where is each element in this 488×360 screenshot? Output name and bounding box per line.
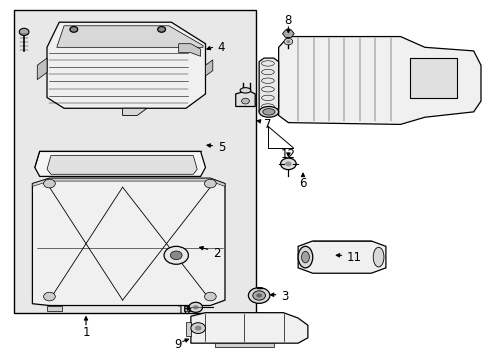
- Text: 1: 1: [82, 326, 90, 339]
- Text: 8: 8: [284, 14, 291, 27]
- Bar: [14, 10, 255, 313]
- Circle shape: [286, 40, 290, 43]
- Circle shape: [284, 39, 292, 45]
- Polygon shape: [278, 37, 480, 125]
- Polygon shape: [47, 306, 61, 311]
- Polygon shape: [37, 58, 47, 80]
- Polygon shape: [32, 178, 224, 186]
- Polygon shape: [282, 30, 294, 37]
- Circle shape: [280, 158, 296, 170]
- Text: 10: 10: [176, 305, 191, 318]
- Text: 5: 5: [217, 141, 224, 154]
- Text: 3: 3: [281, 290, 288, 303]
- Ellipse shape: [262, 109, 274, 115]
- Text: 6: 6: [299, 177, 306, 190]
- Circle shape: [192, 305, 198, 310]
- Polygon shape: [47, 22, 205, 108]
- Ellipse shape: [298, 246, 312, 268]
- Polygon shape: [185, 321, 190, 336]
- Text: 7: 7: [264, 118, 271, 131]
- Polygon shape: [32, 178, 224, 306]
- Circle shape: [252, 291, 265, 300]
- Polygon shape: [215, 343, 273, 347]
- Ellipse shape: [301, 251, 309, 263]
- Circle shape: [194, 325, 201, 330]
- Circle shape: [241, 98, 249, 104]
- Circle shape: [43, 179, 55, 188]
- Circle shape: [188, 302, 202, 312]
- Bar: [409, 58, 456, 98]
- Polygon shape: [183, 306, 198, 311]
- Ellipse shape: [372, 247, 383, 267]
- Polygon shape: [178, 44, 200, 56]
- Polygon shape: [122, 108, 147, 116]
- Circle shape: [158, 27, 165, 32]
- Circle shape: [256, 293, 262, 298]
- Polygon shape: [190, 313, 307, 343]
- Circle shape: [170, 251, 182, 260]
- Text: 12: 12: [280, 148, 295, 161]
- Circle shape: [70, 27, 78, 32]
- Polygon shape: [35, 151, 205, 176]
- Circle shape: [285, 161, 291, 166]
- Polygon shape: [235, 90, 255, 107]
- Circle shape: [204, 292, 216, 301]
- Polygon shape: [47, 156, 197, 174]
- Text: 11: 11: [346, 251, 361, 264]
- Ellipse shape: [240, 87, 250, 93]
- Text: 9: 9: [173, 338, 181, 351]
- Circle shape: [43, 292, 55, 301]
- Text: 4: 4: [217, 41, 224, 54]
- Circle shape: [248, 288, 269, 303]
- Ellipse shape: [259, 107, 278, 117]
- Circle shape: [19, 28, 29, 36]
- Polygon shape: [298, 241, 385, 273]
- Polygon shape: [259, 58, 278, 112]
- Circle shape: [163, 246, 188, 264]
- Polygon shape: [205, 60, 212, 76]
- Polygon shape: [57, 26, 203, 47]
- Text: 2: 2: [212, 247, 220, 260]
- Circle shape: [204, 179, 216, 188]
- Circle shape: [190, 323, 205, 333]
